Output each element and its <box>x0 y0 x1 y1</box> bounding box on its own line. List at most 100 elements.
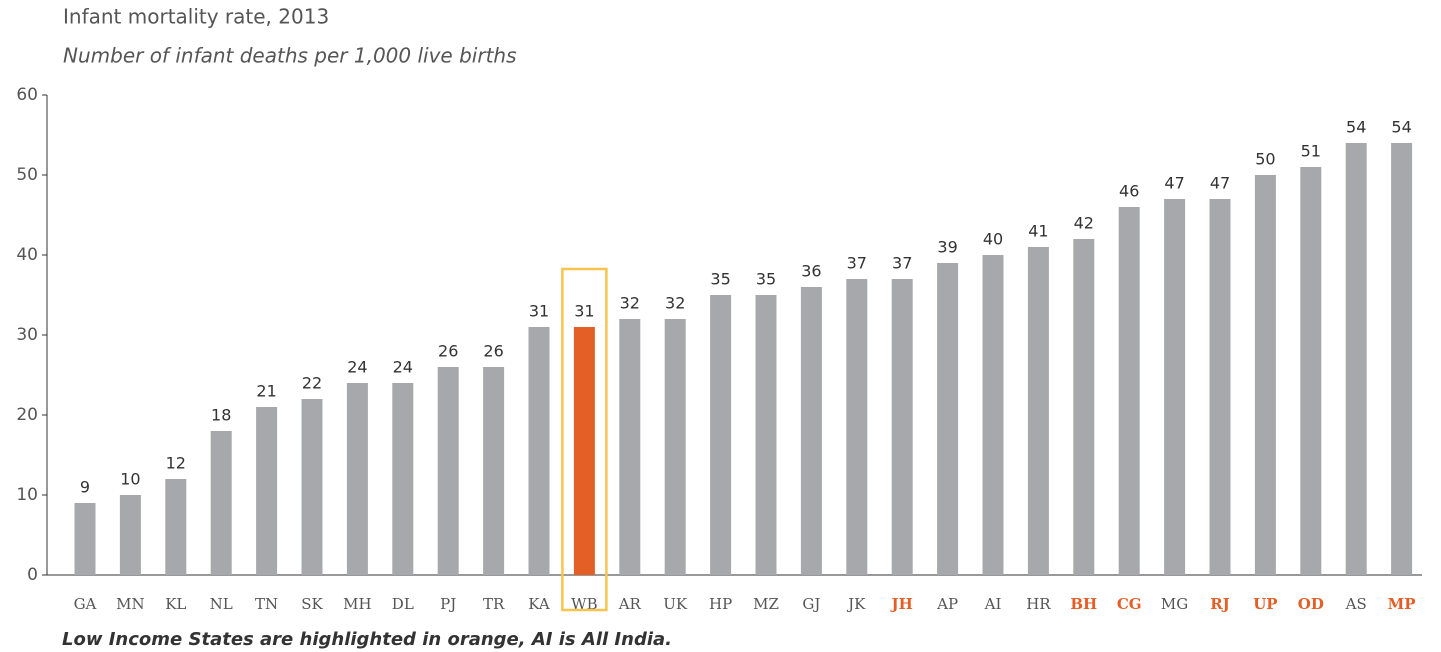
value-label: 12 <box>166 454 186 473</box>
bar <box>800 287 822 575</box>
x-tick-label: MG <box>1161 595 1188 613</box>
value-label: 24 <box>347 358 367 377</box>
value-label: 31 <box>574 302 594 321</box>
value-label: 41 <box>1028 222 1048 241</box>
bar <box>346 383 368 575</box>
footnote: Low Income States are highlighted in ora… <box>62 629 672 650</box>
bar <box>437 367 459 575</box>
value-label: 9 <box>80 478 90 497</box>
value-label: 26 <box>483 342 503 361</box>
x-tick-label: CG <box>1117 595 1142 613</box>
bar <box>392 383 414 575</box>
bar <box>256 407 278 575</box>
value-label: 21 <box>256 382 276 401</box>
x-tick-label: AS <box>1345 595 1367 613</box>
x-tick-label: GA <box>74 595 97 613</box>
value-label: 54 <box>1346 118 1366 137</box>
x-tick-label: SK <box>301 595 323 613</box>
x-tick-label: AR <box>618 595 642 613</box>
bar <box>573 327 595 575</box>
x-tick-label: WB <box>571 595 597 613</box>
x-tick-label: OD <box>1298 595 1324 613</box>
x-tick-label: UK <box>663 595 688 613</box>
x-tick-label: HR <box>1026 595 1051 613</box>
value-label: 31 <box>529 302 549 321</box>
x-tick-label: RJ <box>1210 595 1230 613</box>
value-label: 32 <box>665 294 685 313</box>
x-tick-label: MH <box>343 595 371 613</box>
value-label: 51 <box>1301 142 1321 161</box>
value-label: 54 <box>1391 118 1411 137</box>
x-tick-label: MN <box>116 595 144 613</box>
x-tick-label: MP <box>1388 595 1416 613</box>
bar <box>74 503 96 575</box>
bar <box>1073 239 1095 575</box>
value-label: 42 <box>1074 214 1094 233</box>
value-label: 40 <box>983 230 1003 249</box>
bar <box>301 399 323 575</box>
bar <box>165 479 187 575</box>
value-label: 32 <box>620 294 640 313</box>
x-tick-label: KL <box>165 595 186 613</box>
x-tick-label: TN <box>255 595 278 613</box>
y-tick-label: 40 <box>16 245 38 265</box>
bar <box>846 279 868 575</box>
bar <box>210 431 232 575</box>
value-label: 24 <box>393 358 413 377</box>
value-label: 22 <box>302 374 322 393</box>
bar <box>755 295 777 575</box>
bar <box>483 367 505 575</box>
y-tick-label: 20 <box>16 405 38 425</box>
x-tick-label: KA <box>528 595 550 613</box>
bar <box>1254 175 1276 575</box>
value-label: 47 <box>1210 174 1230 193</box>
value-label: 47 <box>1164 174 1184 193</box>
highlight-box <box>561 267 608 612</box>
bar <box>619 319 641 575</box>
y-tick-label: 60 <box>16 85 38 105</box>
bar <box>982 255 1004 575</box>
x-tick-label: HP <box>709 595 732 613</box>
bar <box>528 327 550 575</box>
x-tick-label: AP <box>936 595 958 613</box>
y-tick-label: 10 <box>16 485 38 505</box>
x-tick-label: BH <box>1070 595 1097 613</box>
chart-subtitle: Number of infant deaths per 1,000 live b… <box>63 44 517 68</box>
bar <box>1391 143 1413 575</box>
bar <box>1027 247 1049 575</box>
x-tick-label: AI <box>984 595 1002 613</box>
bar <box>937 263 959 575</box>
x-tick-label: GJ <box>802 595 820 613</box>
value-label: 18 <box>211 406 231 425</box>
value-label: 35 <box>710 270 730 289</box>
y-tick-label: 30 <box>16 325 38 345</box>
bar <box>1209 199 1231 575</box>
value-label: 37 <box>892 254 912 273</box>
value-label: 35 <box>756 270 776 289</box>
bar <box>891 279 913 575</box>
value-label: 26 <box>438 342 458 361</box>
bar <box>664 319 686 575</box>
bar <box>119 495 141 575</box>
chart-title: Infant mortality rate, 2013 <box>63 5 329 29</box>
x-tick-label: JH <box>890 595 913 613</box>
value-label: 39 <box>937 238 957 257</box>
value-label: 46 <box>1119 182 1139 201</box>
bar <box>1118 207 1140 575</box>
x-tick-label: NL <box>210 595 233 613</box>
value-label: 36 <box>801 262 821 281</box>
x-tick-label: UP <box>1253 595 1277 613</box>
x-tick-label: TR <box>483 595 505 613</box>
bar <box>1300 167 1322 575</box>
x-tick-label: PJ <box>440 595 456 613</box>
x-tick-label: MZ <box>753 595 779 613</box>
bar <box>1345 143 1367 575</box>
y-tick-label: 0 <box>27 565 38 585</box>
x-tick-label: DL <box>392 595 414 613</box>
value-label: 50 <box>1255 150 1275 169</box>
bar <box>1164 199 1186 575</box>
value-label: 10 <box>120 470 140 489</box>
y-tick-label: 50 <box>16 165 38 185</box>
bar <box>710 295 732 575</box>
